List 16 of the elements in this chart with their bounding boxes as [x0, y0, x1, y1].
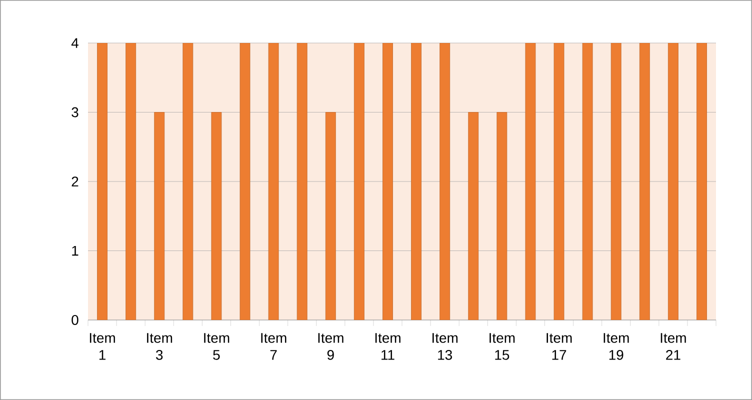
x-tick-label: Item 21 [660, 333, 686, 360]
y-tick-label: 2 [72, 176, 78, 186]
x-tick-label: Item 9 [318, 333, 344, 360]
x-tick-label: Item 15 [490, 333, 515, 360]
x-tick-label: Item 19 [604, 333, 629, 360]
x-tick-label: Item 5 [204, 333, 230, 360]
x-tick-label: Item 1 [90, 333, 115, 360]
x-tick-label: Item 3 [147, 333, 172, 360]
y-tick-label: 0 [72, 315, 78, 325]
x-tick-label: Item 13 [432, 333, 458, 360]
x-tick-label: Item 7 [261, 333, 286, 360]
y-tick-label: 4 [71, 38, 78, 48]
y-tick-label: 3 [72, 107, 78, 118]
y-tick-label: 1 [72, 246, 78, 256]
x-tick-label: Item 11 [375, 333, 400, 360]
x-tick-label: Item 17 [546, 333, 572, 360]
